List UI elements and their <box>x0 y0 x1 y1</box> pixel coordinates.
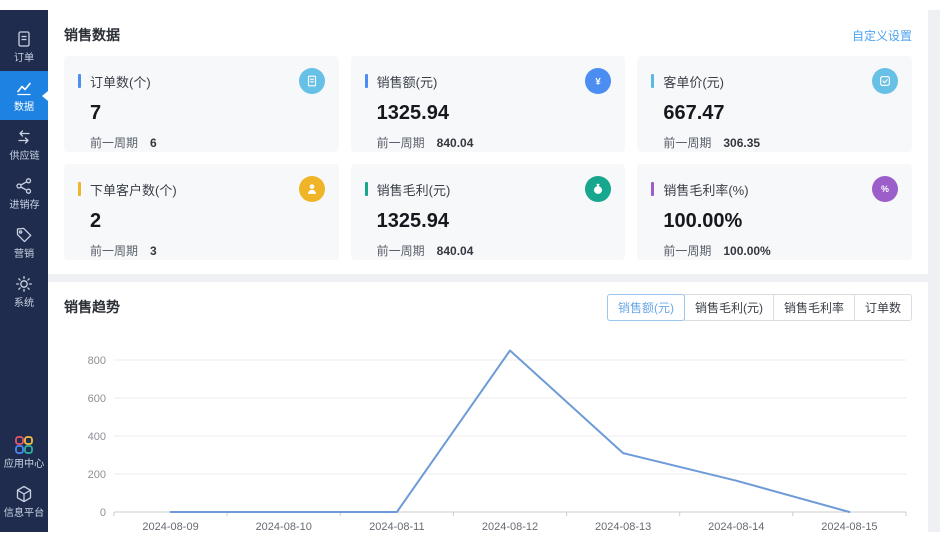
svg-text:2024-08-14: 2024-08-14 <box>708 521 764 533</box>
system-gear-icon <box>14 274 34 294</box>
sales-data-panel: 销售数据 自定义设置 订单数(个) 7 <box>48 10 928 274</box>
card-title: 销售毛利率(%) <box>663 182 749 198</box>
sidebar-item-label: 数据 <box>13 101 35 113</box>
prev-period-label: 前一周期 <box>376 136 425 150</box>
prev-period-value: 100.00% <box>723 244 771 258</box>
stat-card-order-count: 订单数(个) 7 前一周期 6 <box>64 56 339 152</box>
sidebar-item-label: 系统 <box>13 297 35 309</box>
sidebar-item-info-platform[interactable]: 信息平台 <box>0 477 48 526</box>
sidebar-item-label: 供应链 <box>8 150 40 162</box>
sidebar-item-app-center[interactable]: 应用中心 <box>0 428 48 477</box>
percent-icon: % <box>871 176 898 202</box>
marketing-tag-icon <box>14 225 34 245</box>
svg-text:¥: ¥ <box>596 77 602 88</box>
svg-text:2024-08-12: 2024-08-12 <box>482 521 538 533</box>
prev-period-label: 前一周期 <box>90 136 139 150</box>
sidebar-item-system[interactable]: 系统 <box>0 267 48 316</box>
svg-text:2024-08-10: 2024-08-10 <box>256 521 312 533</box>
card-value: 1325.94 <box>376 210 449 232</box>
prev-period-value: 840.04 <box>436 136 474 150</box>
stat-cards-grid: 订单数(个) 7 前一周期 6 销售额(元) <box>64 56 912 260</box>
card-accent-bar <box>78 74 81 88</box>
card-accent-bar <box>651 182 655 196</box>
card-value: 1325.94 <box>376 102 449 124</box>
prev-period-value: 3 <box>150 244 157 258</box>
main-content: 销售数据 自定义设置 订单数(个) 7 <box>48 10 940 539</box>
trend-chart: 0 200 400 600 800 2024-08-09 2024-08-10 2024-08… <box>88 349 907 533</box>
card-accent-bar <box>651 74 655 88</box>
card-title: 销售毛利(元) <box>376 182 451 198</box>
sales-trend-panel: 销售趋势 销售额(元) 销售毛利(元) 销售毛利率 订单数 0 200 400 600… <box>48 282 928 539</box>
tab-profit-rate[interactable]: 销售毛利率 <box>772 293 855 321</box>
sidebar-item-label: 应用中心 <box>3 458 45 470</box>
active-notch <box>42 90 48 101</box>
svg-text:800: 800 <box>88 355 106 367</box>
info-platform-icon <box>14 484 34 504</box>
data-chart-icon <box>14 78 34 98</box>
tab-order-count[interactable]: 订单数 <box>853 293 912 321</box>
trend-chart-area: 0 200 400 600 800 2024-08-09 2024-08-10 2024-08… <box>64 330 912 539</box>
svg-text:200: 200 <box>88 469 106 481</box>
card-title: 订单数(个) <box>90 74 151 90</box>
prev-period-value: 840.04 <box>436 244 474 258</box>
svg-text:%: % <box>881 184 889 194</box>
custom-settings-link[interactable]: 自定义设置 <box>851 28 912 43</box>
card-value: 2 <box>90 210 102 232</box>
stat-card-customer-count: 下单客户数(个) 2 前一周期 3 <box>64 164 339 260</box>
card-value: 100.00% <box>663 210 743 232</box>
person-icon <box>298 176 325 202</box>
stat-card-gross-profit: 销售毛利(元) 1325.94 前一周期 840.04 <box>350 164 626 260</box>
inventory-share-icon <box>14 176 34 196</box>
svg-text:2024-08-11: 2024-08-11 <box>369 521 424 533</box>
document-icon <box>298 68 325 94</box>
prev-period-value: 6 <box>150 136 157 150</box>
supply-chain-icon <box>14 127 34 147</box>
card-value: 7 <box>90 102 102 124</box>
prev-period-value: 306.35 <box>723 136 761 150</box>
sidebar-item-label: 订单 <box>13 52 35 64</box>
check-card-icon <box>871 68 898 94</box>
card-title: 下单客户数(个) <box>90 182 177 198</box>
card-accent-bar <box>364 182 368 196</box>
card-accent-bar <box>364 74 368 88</box>
sidebar-item-label: 营销 <box>13 248 35 260</box>
svg-text:2024-08-15: 2024-08-15 <box>821 521 877 533</box>
sales-trend-title: 销售趋势 <box>64 299 120 315</box>
app-window: 订单 数据 供应链 <box>0 10 940 539</box>
stat-card-sales-amount: 销售额(元) ¥ 1325.94 前一周期 840.04 <box>350 56 626 152</box>
svg-text:2024-08-09: 2024-08-09 <box>142 521 198 533</box>
sidebar: 订单 数据 供应链 <box>0 10 48 532</box>
svg-text:0: 0 <box>100 507 106 519</box>
prev-period-label: 前一周期 <box>663 244 712 258</box>
order-icon <box>14 29 34 49</box>
card-title: 销售额(元) <box>376 74 438 90</box>
stat-card-profit-rate: 销售毛利率(%) % 100.00% 前一周期 100.00% <box>637 164 912 260</box>
card-accent-bar <box>78 182 81 196</box>
prev-period-label: 前一周期 <box>663 136 712 150</box>
trend-metric-tabs: 销售额(元) 销售毛利(元) 销售毛利率 订单数 <box>606 293 912 321</box>
yen-icon: ¥ <box>585 68 612 94</box>
svg-text:400: 400 <box>88 431 106 443</box>
app-center-icon <box>14 435 34 455</box>
tab-sales-amount[interactable]: 销售额(元) <box>606 293 685 321</box>
money-bag-icon <box>585 176 612 202</box>
sidebar-item-inventory[interactable]: 进销存 <box>0 169 48 218</box>
card-value: 667.47 <box>663 102 725 124</box>
prev-period-label: 前一周期 <box>376 244 425 258</box>
sidebar-item-label: 进销存 <box>8 199 40 211</box>
sidebar-item-supply-chain[interactable]: 供应链 <box>0 120 48 169</box>
sales-data-title: 销售数据 <box>64 27 120 43</box>
prev-period-label: 前一周期 <box>90 244 139 258</box>
tab-gross-profit[interactable]: 销售毛利(元) <box>683 293 774 321</box>
svg-text:600: 600 <box>88 393 106 405</box>
sidebar-item-marketing[interactable]: 营销 <box>0 218 48 267</box>
sidebar-spacer <box>0 316 48 428</box>
svg-text:2024-08-13: 2024-08-13 <box>595 521 651 533</box>
sidebar-item-label: 信息平台 <box>3 507 45 519</box>
sidebar-item-orders[interactable]: 订单 <box>0 22 48 71</box>
stat-card-avg-order-value: 客单价(元) 667.47 前一周期 306.35 <box>637 56 912 152</box>
card-title: 客单价(元) <box>663 74 724 90</box>
sidebar-item-data[interactable]: 数据 <box>0 71 48 120</box>
